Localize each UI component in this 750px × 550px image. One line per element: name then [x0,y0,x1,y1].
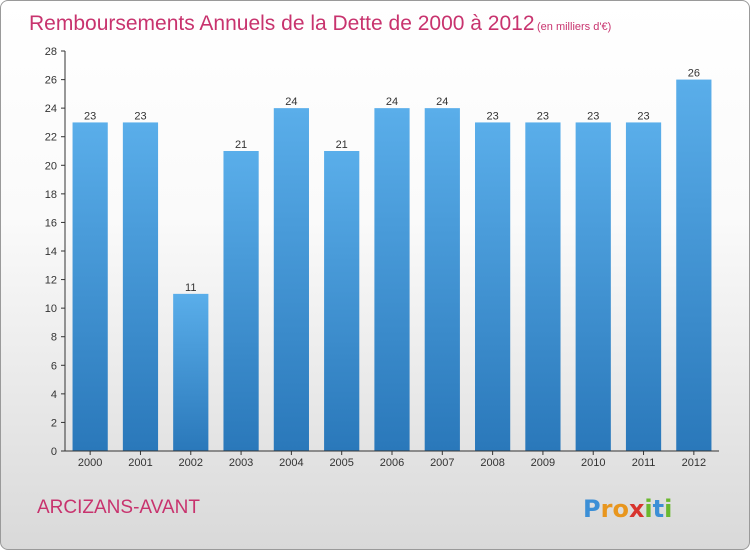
x-tick-label: 2002 [179,457,203,469]
x-tick-label: 2011 [632,457,656,469]
bars-group: 23 23 11 21 24 21 24 24 23 23 23 23 26 [72,68,712,452]
commune-name: ARCIZANS-AVANT [37,497,200,518]
bar [424,108,460,452]
x-tick-label: 2003 [229,457,253,469]
logo-letter: i [644,495,652,523]
x-tick-label: 2007 [430,457,454,469]
y-tick-label: 6 [51,360,57,372]
logo-letter: P [583,495,601,523]
x-tick-label: 2006 [380,457,404,469]
x-tick-label: 2001 [128,457,152,469]
y-tick-label: 0 [51,446,57,458]
logo-letter: x [629,495,645,523]
x-axis: 2000 2001 2002 2003 2004 2005 2006 2007 2008 2009… [65,450,719,469]
x-tick-label: 2009 [531,457,555,469]
bar [475,122,511,451]
data-label: 21 [336,139,348,151]
y-tick-label: 22 [45,132,57,144]
logo-letter: i [664,495,672,523]
data-label: 23 [84,110,96,122]
bar [72,122,108,451]
x-tick-label: 2000 [78,457,102,469]
y-tick-label: 24 [45,103,57,115]
data-label: 26 [688,68,700,80]
data-label: 11 [185,282,196,294]
bar [122,122,159,451]
y-tick-label: 20 [45,160,57,172]
bar [173,293,209,451]
bar [273,108,309,452]
bar [223,151,259,451]
proxiti-logo: Proxiti [583,495,672,523]
bar [324,151,360,451]
x-tick-label: 2008 [480,457,504,469]
x-tick-label: 2005 [329,457,353,469]
x-tick-label: 2012 [682,457,706,469]
y-tick-label: 10 [45,303,57,315]
chart-title: Remboursements Annuels de la Dette de 20… [29,12,535,35]
y-tick-label: 4 [51,389,57,401]
bar [525,122,561,451]
y-tick-label: 16 [45,217,57,229]
y-tick-label: 2 [51,417,57,429]
logo-letter: o [612,495,629,523]
data-label: 23 [587,110,599,122]
y-tick-label: 12 [45,275,57,287]
x-tick-label: 2010 [581,457,605,469]
y-tick-label: 8 [51,332,57,344]
bar [625,122,662,451]
bar [374,108,410,452]
bar [575,122,611,451]
y-tick-label: 14 [45,246,57,258]
data-label: 21 [235,139,247,151]
data-label: 23 [537,110,549,122]
bar [676,79,712,452]
y-tick-label: 26 [45,75,57,87]
chart-subtitle: (en milliers d'€) [537,21,611,33]
x-tick-label: 2004 [279,457,303,469]
data-label: 24 [436,96,448,108]
logo-letter: r [601,495,613,523]
data-label: 24 [386,96,398,108]
logo-letter: t [653,495,664,523]
data-label: 24 [285,96,297,108]
data-label: 23 [134,110,146,122]
y-tick-label: 18 [45,189,57,201]
data-label: 23 [486,110,498,122]
data-label: 23 [637,110,649,122]
y-tick-label: 28 [45,46,57,58]
